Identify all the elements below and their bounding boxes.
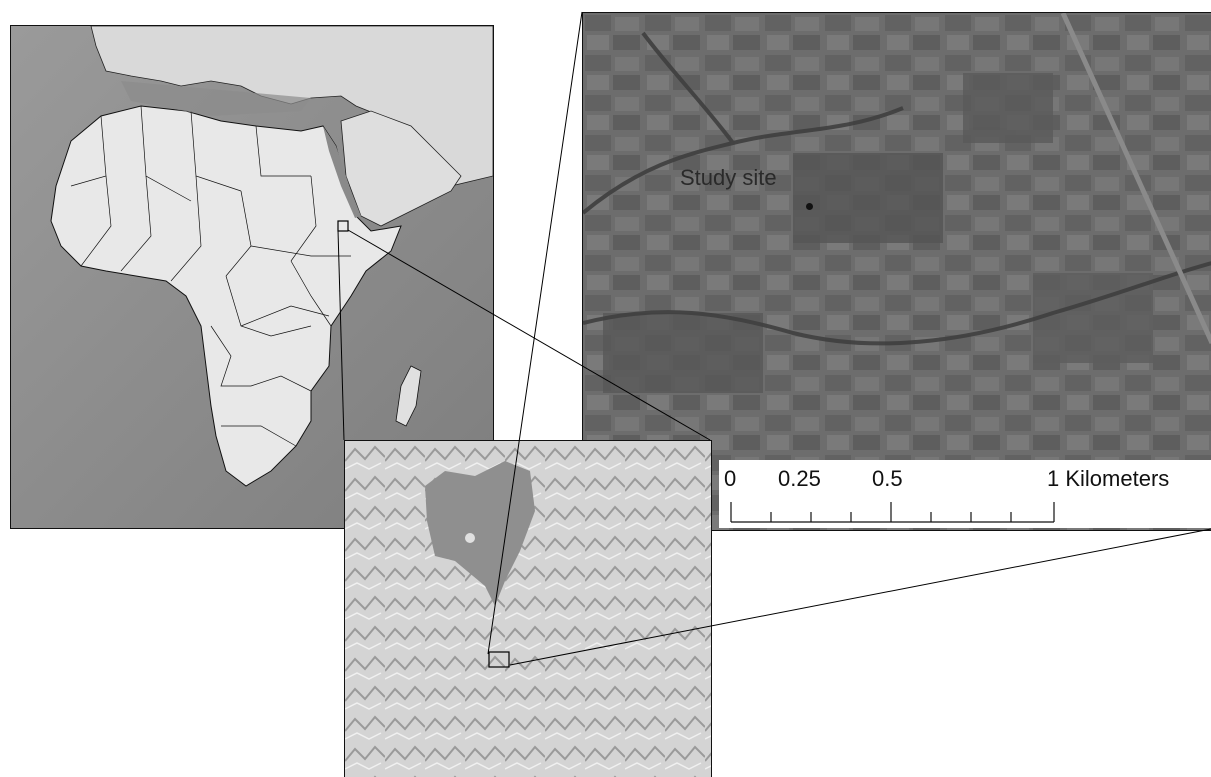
scale-label-half: 0.5 [872, 466, 903, 491]
red-sea [323, 126, 361, 218]
lake-island [465, 533, 475, 543]
mediterranean-sea [121, 81, 311, 116]
arabian-peninsula [340, 110, 462, 227]
relief-inset-map [344, 440, 712, 777]
scale-ticks [730, 502, 1055, 523]
scale-bar: 0 0.25 0.5 1 Kilometers [719, 460, 1211, 528]
road [1060, 13, 1211, 345]
scale-label-quarter: 0.25 [778, 466, 821, 491]
scale-label-0: 0 [724, 466, 737, 491]
study-site-label: Study site [680, 165, 777, 190]
country-borders [70, 105, 351, 447]
study-site-marker [806, 203, 813, 210]
scale-label-one-km: 1 Kilometers [1047, 466, 1170, 491]
